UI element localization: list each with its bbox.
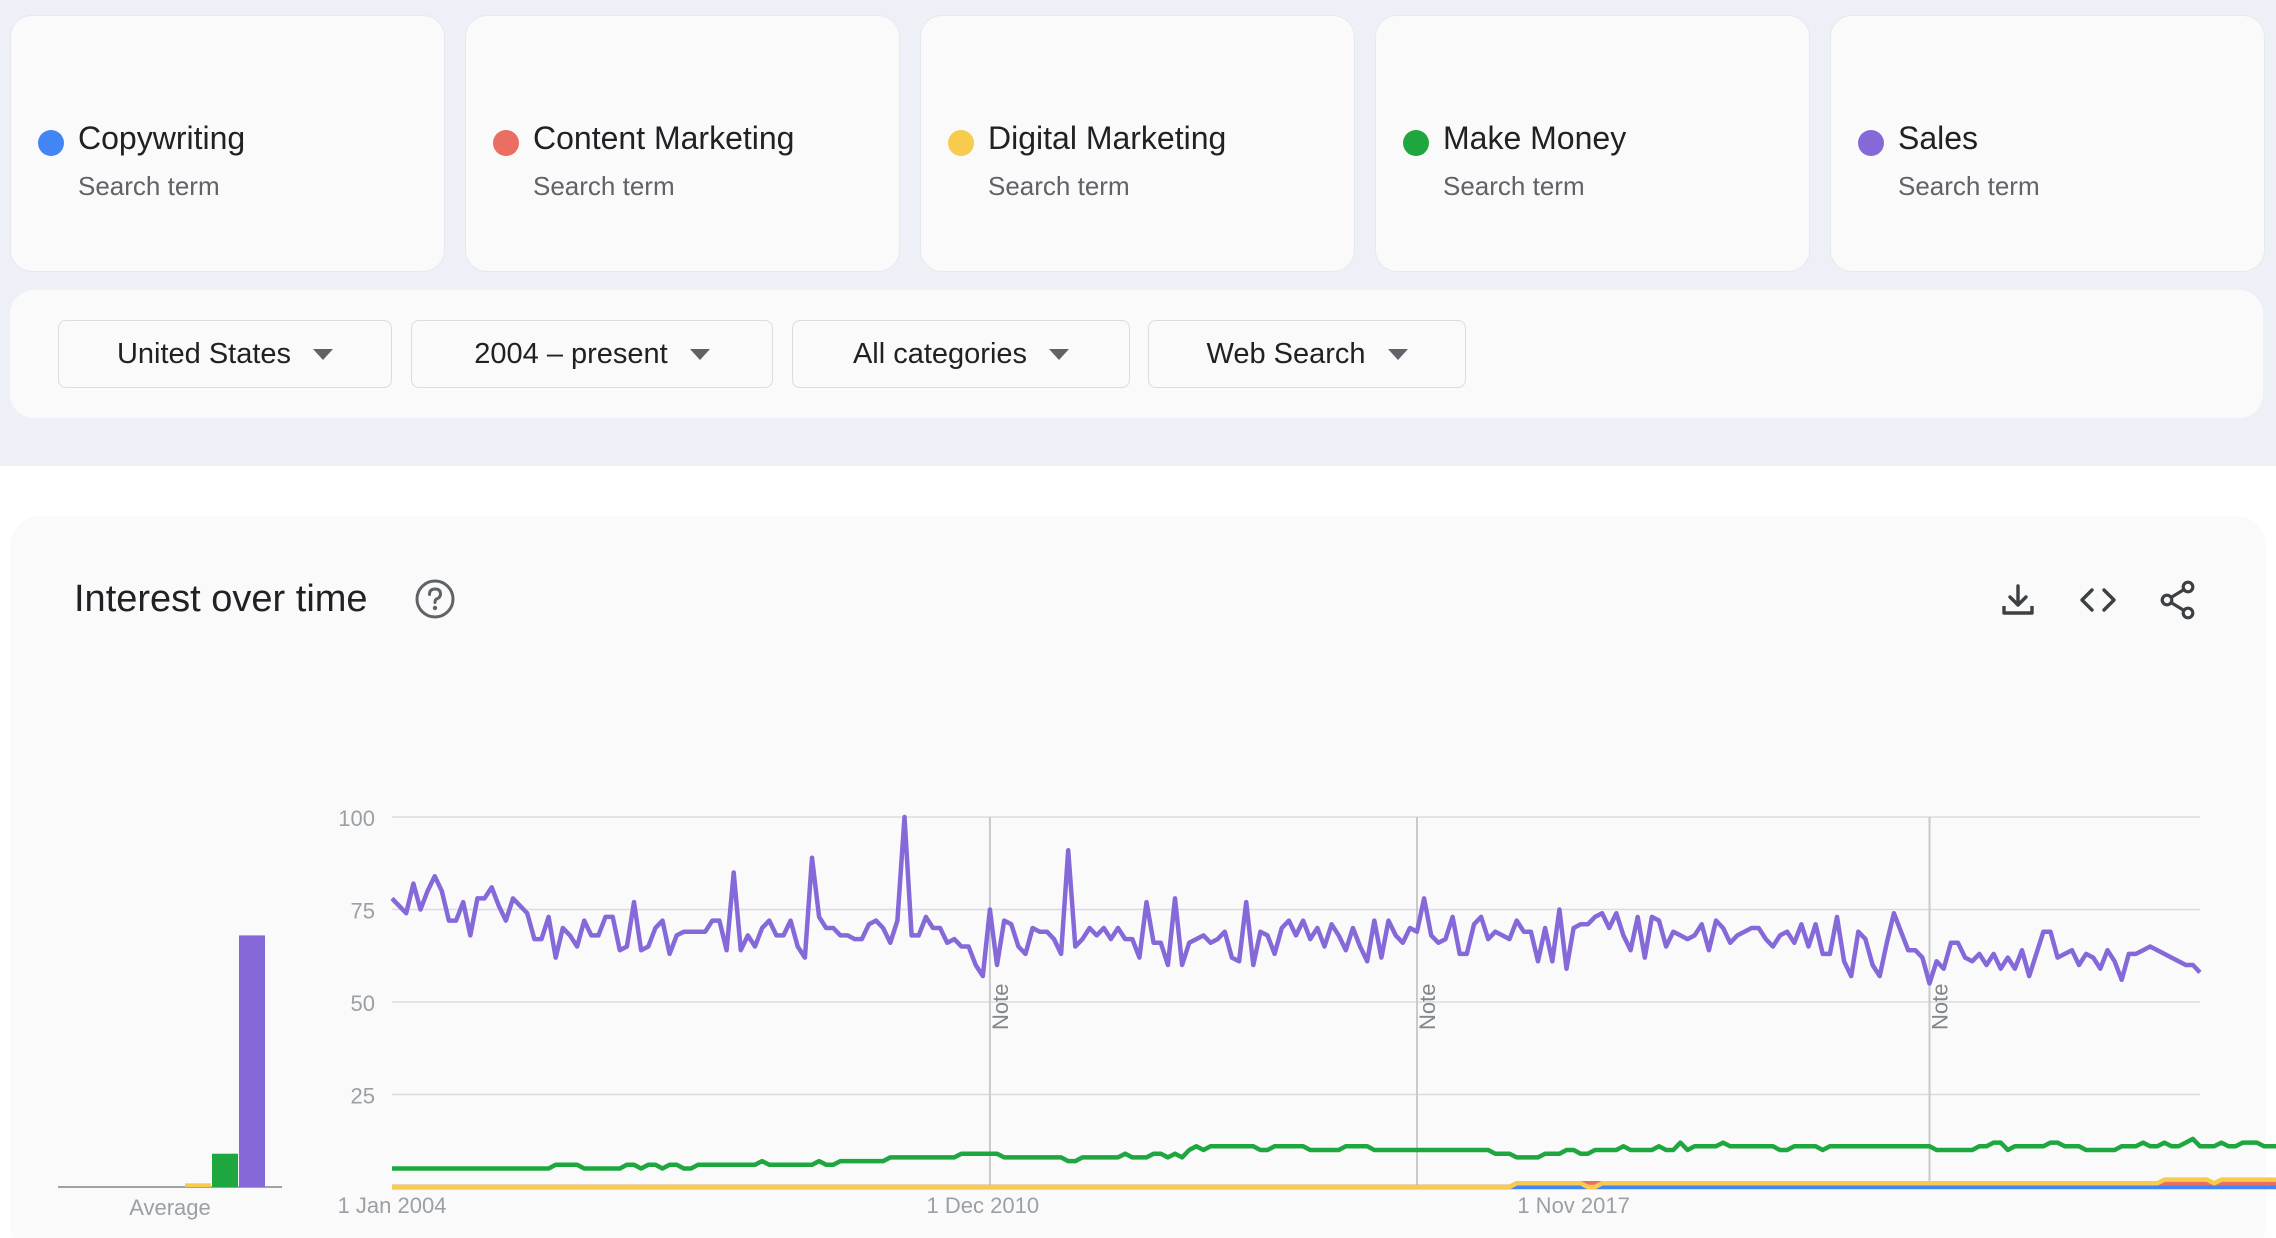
x-tick-label: 1 Jan 2004 — [338, 1193, 447, 1218]
term-name: Digital Marketing — [988, 120, 1227, 156]
note-label[interactable]: Note — [1928, 984, 1953, 1030]
help-circle-icon[interactable] — [414, 578, 456, 620]
series-color-dot — [38, 130, 64, 156]
x-tick-label: 1 Dec 2010 — [927, 1193, 1040, 1218]
average-bar-digital-marketing — [185, 1183, 211, 1187]
interest-over-time-card: Interest over time — [10, 516, 2266, 1238]
section-title: Interest over time — [74, 578, 368, 620]
y-tick-label: 25 — [351, 1084, 375, 1109]
term-type-label: Search term — [988, 171, 1130, 201]
share-icon[interactable] — [2158, 580, 2198, 620]
dropdown-arrow-icon — [1387, 348, 1408, 360]
series-color-dot — [1858, 130, 1884, 156]
category-value: All categories — [852, 337, 1028, 370]
average-bar-chart: Average — [58, 935, 282, 1220]
category-dropdown[interactable]: All categories — [792, 320, 1130, 388]
embed-code-icon[interactable] — [2078, 580, 2118, 620]
y-tick-label: 50 — [351, 991, 375, 1016]
series-line-sales — [390, 814, 2202, 986]
filter-bar: United States 2004 – present All categor… — [10, 290, 2263, 418]
time-range-dropdown[interactable]: 2004 – present — [411, 320, 773, 388]
term-name: Make Money — [1443, 120, 1627, 156]
series-color-dot — [493, 130, 519, 156]
term-type-label: Search term — [1443, 171, 1585, 201]
search-type-value: Web Search — [1206, 337, 1366, 370]
region-value: United States — [116, 337, 292, 370]
series-line-digital-marketing — [392, 1177, 2276, 1190]
average-label: Average — [129, 1195, 211, 1220]
dropdown-arrow-icon — [1049, 348, 1070, 360]
average-bar-make-money — [212, 1153, 238, 1187]
chart-series — [390, 814, 2276, 1190]
term-type-label: Search term — [78, 171, 220, 201]
series-color-dot — [948, 130, 974, 156]
download-icon[interactable] — [1998, 580, 2038, 620]
term-type-label: Search term — [533, 171, 675, 201]
chart-notes: Note Note Note — [988, 817, 1953, 1187]
term-card-digital-marketing[interactable]: Digital Marketing Search term — [920, 15, 1355, 272]
note-label[interactable]: Note — [988, 984, 1013, 1030]
y-tick-label: 100 — [338, 806, 375, 831]
term-card-make-money[interactable]: Make Money Search term — [1375, 15, 1810, 272]
x-tick-label: 1 Nov 2017 — [1517, 1193, 1630, 1218]
chart-axis-labels: 100 75 50 25 1 Jan 2004 1 Dec 2010 1 Nov 2017 — [338, 806, 1630, 1218]
dropdown-arrow-icon — [689, 348, 710, 360]
term-name: Content Marketing — [533, 120, 795, 156]
series-line-make-money — [392, 1136, 2276, 1171]
term-card-copywriting[interactable]: Copywriting Search term — [10, 15, 445, 272]
region-dropdown[interactable]: United States — [58, 320, 392, 388]
average-bar-sales — [239, 935, 265, 1187]
term-type-label: Search term — [1898, 171, 2040, 201]
term-name: Copywriting — [78, 120, 246, 156]
term-card-content-marketing[interactable]: Content Marketing Search term — [465, 15, 900, 272]
time-range-value: 2004 – present — [474, 337, 668, 370]
series-color-dot — [1403, 130, 1429, 156]
dropdown-arrow-icon — [313, 348, 334, 360]
note-label[interactable]: Note — [1415, 984, 1440, 1030]
term-card-sales[interactable]: Sales Search term — [1830, 15, 2265, 272]
term-name: Sales — [1898, 120, 1979, 156]
search-type-dropdown[interactable]: Web Search — [1148, 320, 1466, 388]
y-tick-label: 75 — [351, 899, 375, 924]
